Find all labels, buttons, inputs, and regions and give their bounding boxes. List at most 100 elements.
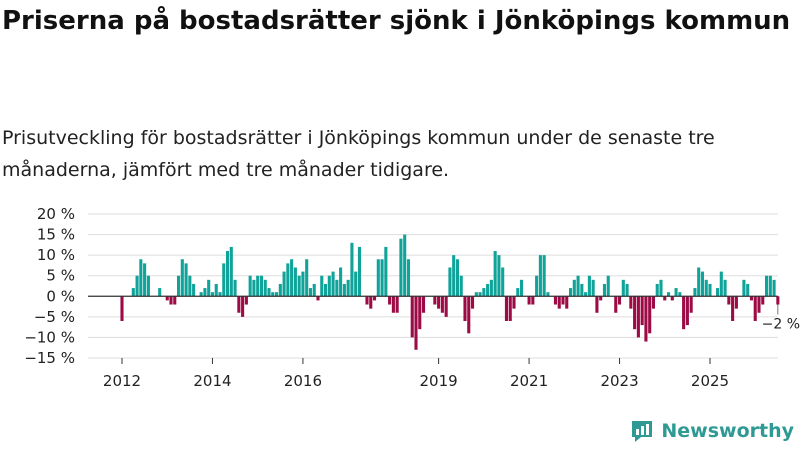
bar (501, 267, 505, 297)
bar (180, 259, 184, 297)
bar (410, 296, 414, 338)
bar (482, 288, 486, 297)
bar (636, 296, 640, 338)
bar (731, 296, 735, 321)
bar (644, 296, 648, 342)
y-tick-label: 10 % (37, 246, 75, 264)
bar (531, 296, 535, 305)
bar (120, 296, 124, 321)
bar (467, 296, 471, 334)
bar (685, 296, 689, 326)
chart-title: Priserna på bostadsrätter sjönk i Jönköp… (2, 6, 791, 36)
bar (742, 279, 746, 297)
bar (553, 296, 558, 305)
bar (768, 275, 772, 297)
bar (158, 288, 162, 297)
bar (259, 275, 264, 297)
bar (602, 283, 607, 297)
bar (546, 292, 550, 297)
bar (339, 267, 343, 297)
bar (267, 288, 271, 297)
bar (640, 296, 644, 326)
bar (617, 296, 622, 305)
x-tick-label: 2019 (420, 372, 458, 390)
bar (143, 263, 147, 297)
bar (478, 292, 482, 297)
bar (584, 292, 588, 297)
y-tick-label: 15 % (37, 226, 75, 244)
bar (214, 283, 218, 297)
bar (274, 292, 279, 297)
y-tick-label: −15 % (24, 349, 75, 367)
y-tick-label: 5 % (46, 267, 75, 285)
bar (184, 263, 188, 297)
bar (293, 267, 297, 297)
bar (535, 275, 539, 297)
bar (384, 246, 388, 297)
bar (222, 263, 226, 297)
bar (271, 292, 275, 297)
bar (764, 275, 769, 297)
bar (278, 283, 282, 297)
bar (629, 296, 633, 309)
bar (700, 271, 705, 297)
x-tick-label: 2016 (284, 372, 322, 390)
bar (233, 279, 237, 297)
y-tick-label: 0 % (46, 287, 75, 305)
bar (346, 279, 350, 297)
bar (614, 296, 618, 313)
x-tick-label: 2025 (691, 372, 729, 390)
bar (388, 296, 392, 305)
bar (169, 296, 173, 305)
bar (229, 246, 233, 297)
bar (282, 271, 286, 297)
bar (290, 259, 294, 297)
bar (308, 288, 313, 297)
bar (237, 296, 241, 313)
bar (542, 255, 546, 297)
bar (561, 296, 565, 305)
bar (448, 267, 452, 297)
bar (395, 296, 399, 313)
bar (516, 288, 520, 297)
bar (406, 259, 411, 297)
bar (327, 275, 331, 297)
bar (674, 288, 678, 297)
x-tick-label: 2021 (510, 372, 548, 390)
bar (199, 292, 203, 297)
bar (256, 275, 260, 297)
bar (139, 259, 143, 297)
brand-name: Newsworthy (661, 420, 794, 442)
bars (120, 234, 780, 350)
y-tick-label: −5 % (34, 308, 75, 326)
bar (320, 275, 324, 297)
bar (497, 255, 501, 297)
bar (342, 283, 346, 297)
bar (188, 275, 192, 297)
bar (538, 255, 542, 297)
bar (772, 279, 776, 297)
bar (452, 255, 456, 297)
bar (663, 296, 667, 301)
bar (372, 296, 377, 301)
bar (391, 296, 395, 313)
bar (697, 267, 701, 297)
bar (403, 234, 407, 297)
bar (286, 263, 290, 297)
bar (437, 296, 441, 309)
last-value-label: −2 % (762, 317, 800, 333)
bar (474, 292, 478, 297)
bar (316, 296, 320, 301)
bar (335, 279, 339, 297)
bar (210, 292, 215, 297)
bar (192, 283, 196, 297)
bar (519, 279, 524, 297)
bar (504, 296, 509, 321)
bar (704, 279, 708, 297)
bar (508, 296, 512, 321)
bar (376, 259, 380, 297)
bar (591, 279, 595, 297)
bar (203, 288, 207, 297)
bar (678, 292, 682, 297)
bar (565, 296, 569, 309)
